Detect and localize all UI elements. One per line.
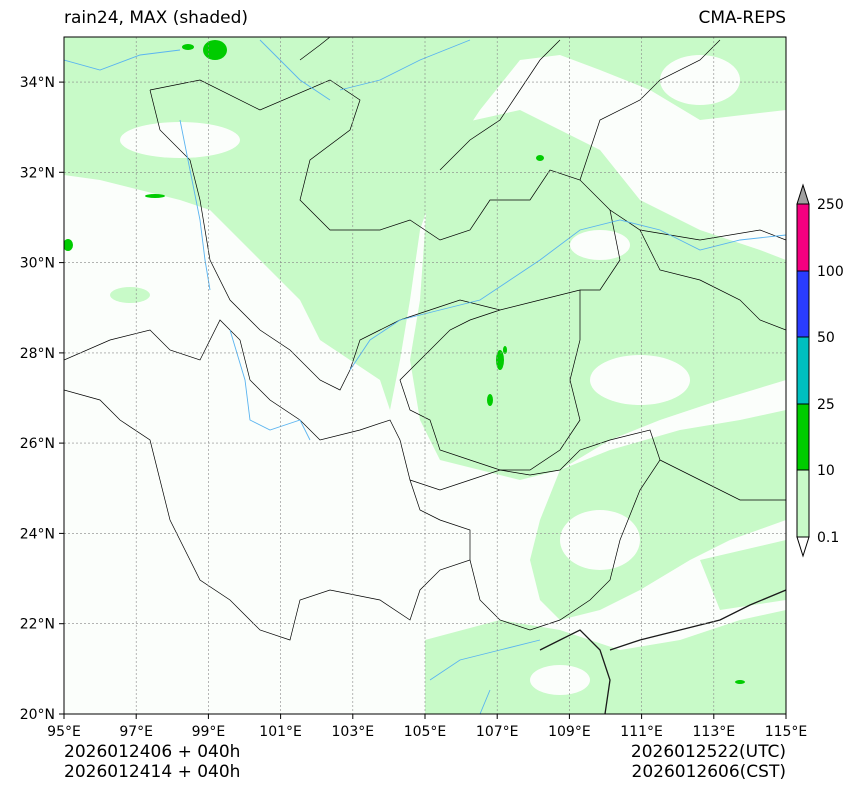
- rain-spot: [203, 40, 227, 60]
- moderate-rain-spots: [64, 40, 745, 684]
- colorbar-label: 0.1: [817, 530, 839, 546]
- dry-patch: [660, 55, 740, 105]
- rain-spot: [496, 350, 504, 370]
- colorbar-under-triangle: [796, 536, 810, 558]
- rain-spot: [182, 44, 194, 50]
- rain-patch: [110, 287, 150, 303]
- colorbar: 0.1 10 25 50 100 250: [796, 183, 844, 558]
- y-tick-labels: 20°N 22°N 24°N 26°N 28°N 30°N 32°N 34°N: [20, 75, 55, 723]
- init-time-cst: 2026012414 + 040h: [64, 762, 241, 782]
- border-line: [580, 209, 786, 331]
- x-tick-labels: 95°E 97°E 99°E 101°E 103°E 105°E 107°E 1…: [47, 724, 807, 740]
- x-tick-label: 101°E: [259, 724, 302, 740]
- province-borders: [64, 37, 786, 641]
- dry-patch: [590, 355, 690, 405]
- x-tick-label: 95°E: [47, 724, 81, 740]
- light-rain-shading: [64, 37, 786, 714]
- colorbar-segment: [796, 469, 810, 538]
- gridlines: [64, 37, 786, 714]
- river: [229, 329, 311, 441]
- init-time-utc: 2026012406 + 040h: [64, 742, 241, 762]
- colorbar-label: 250: [817, 197, 844, 213]
- central-rain-area: [410, 110, 786, 480]
- border-line: [149, 89, 581, 391]
- coastal-rain-area: [700, 540, 786, 610]
- southern-rain-area: [425, 610, 786, 714]
- x-tick-marks: [63, 714, 787, 719]
- x-tick-label: 109°E: [548, 724, 591, 740]
- y-tick-label: 24°N: [20, 526, 55, 542]
- y-tick-label: 20°N: [20, 707, 55, 723]
- x-tick-label: 105°E: [404, 724, 447, 740]
- rain-patch: [365, 180, 415, 260]
- x-tick-label: 99°E: [192, 724, 226, 740]
- x-tick-label: 115°E: [765, 724, 808, 740]
- y-tick-label: 28°N: [20, 346, 55, 362]
- y-tick-label: 32°N: [20, 165, 55, 181]
- init-time-block: 2026012406 + 040h 2026012414 + 040h: [64, 742, 240, 782]
- river: [179, 119, 211, 291]
- dry-patch: [570, 230, 630, 260]
- colorbar-label: 25: [817, 397, 835, 413]
- rain-spot: [64, 239, 73, 251]
- northern-rain-band: [64, 37, 786, 410]
- rain-spot: [735, 680, 745, 684]
- border-line: [399, 290, 581, 471]
- colorbar-label: 10: [817, 463, 835, 479]
- x-tick-label: 107°E: [476, 724, 519, 740]
- rivers: [64, 39, 786, 714]
- colorbar-over-triangle: [796, 183, 810, 205]
- valid-time-cst: 2026012606(CST): [631, 762, 786, 782]
- colorbar-segment: [796, 203, 810, 272]
- colorbar-segment: [796, 403, 810, 471]
- rain-spot: [487, 394, 493, 406]
- map-title: rain24, MAX (shaded): [64, 8, 249, 28]
- x-tick-label: 113°E: [693, 724, 736, 740]
- colorbar-segment: [796, 270, 810, 338]
- x-tick-label: 111°E: [620, 724, 663, 740]
- dry-patch: [120, 122, 240, 158]
- dry-patch: [560, 510, 640, 570]
- rain-spot: [503, 346, 507, 354]
- border-line: [64, 319, 471, 641]
- river: [429, 639, 541, 714]
- colorbar-labels: 0.1 10 25 50 100 250: [817, 197, 844, 546]
- river: [259, 39, 471, 101]
- border-line: [659, 459, 786, 501]
- border-line: [299, 37, 561, 171]
- rain-spot: [536, 155, 544, 161]
- valid-time-utc: 2026012522(UTC): [630, 742, 786, 762]
- colorbar-label: 50: [817, 330, 835, 346]
- dry-patches: [120, 55, 740, 695]
- coastline: [539, 589, 786, 714]
- dry-patch: [530, 665, 590, 695]
- x-tick-label: 97°E: [119, 724, 153, 740]
- y-tick-label: 22°N: [20, 617, 55, 633]
- map-area: [64, 37, 786, 714]
- x-tick-label: 103°E: [332, 724, 375, 740]
- rain-spot: [145, 194, 165, 198]
- y-tick-label: 30°N: [20, 256, 55, 272]
- model-name: CMA-REPS: [698, 8, 786, 28]
- y-tick-label: 26°N: [20, 436, 55, 452]
- colorbar-label: 100: [817, 264, 844, 280]
- y-tick-marks: [59, 81, 64, 715]
- river: [64, 49, 181, 71]
- colorbar-segment: [796, 336, 810, 405]
- y-tick-label: 34°N: [20, 75, 55, 91]
- border-line: [579, 39, 721, 181]
- yangtze-river: [349, 219, 786, 371]
- valid-time-block: 2026012522(UTC) 2026012606(CST): [631, 742, 786, 782]
